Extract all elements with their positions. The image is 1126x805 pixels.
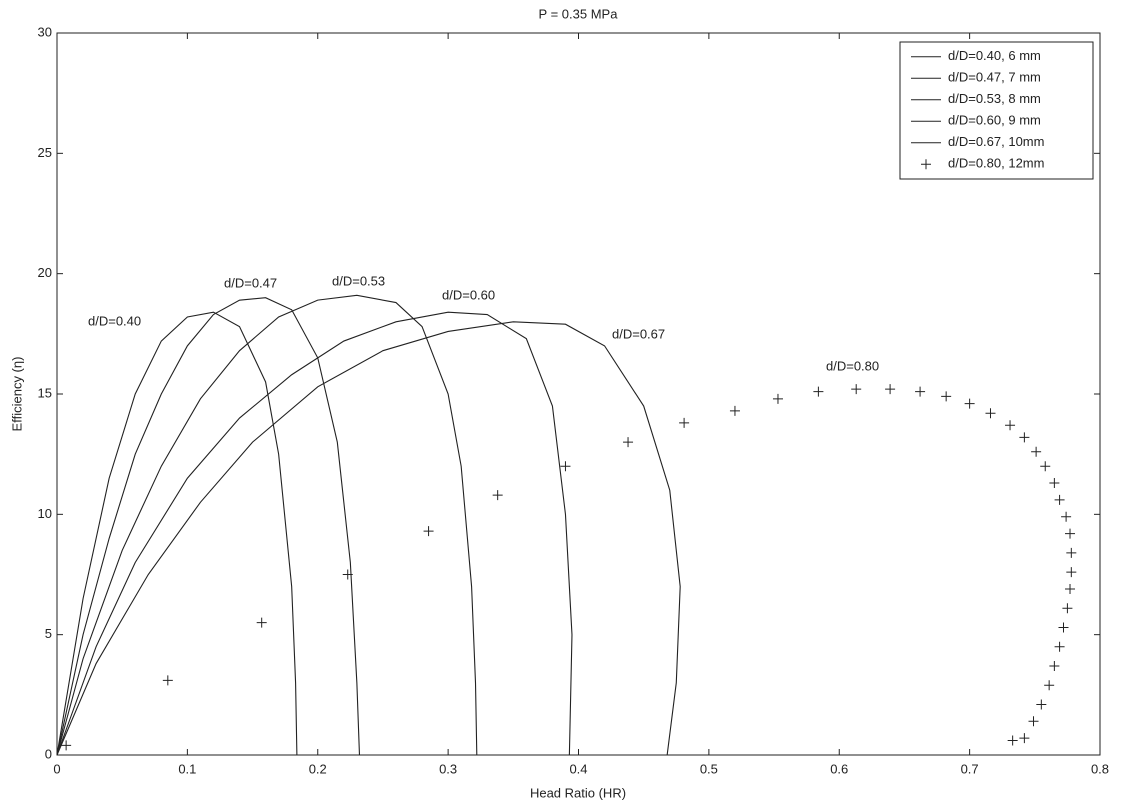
data-line — [56, 311, 298, 756]
data-point — [1058, 622, 1069, 633]
data-point — [492, 490, 503, 501]
data-point — [1049, 478, 1060, 489]
data-point — [1040, 461, 1051, 472]
data-point — [61, 740, 72, 751]
x-tick-label: 0.2 — [309, 761, 327, 776]
y-tick-label: 25 — [38, 145, 52, 160]
data-point — [1044, 680, 1055, 691]
curve-annotation: d/D=0.67 — [612, 326, 665, 341]
data-point — [1054, 641, 1065, 652]
data-point — [1054, 494, 1065, 505]
x-tick-label: 0.5 — [700, 761, 718, 776]
data-point — [985, 408, 996, 419]
x-tick-label: 0.3 — [439, 761, 457, 776]
x-axis-label: Head Ratio (HR) — [530, 785, 626, 800]
data-point — [851, 384, 862, 395]
legend-label: d/D=0.40, 6 mm — [948, 48, 1041, 63]
data-line — [56, 321, 681, 756]
data-point — [964, 398, 975, 409]
data-point — [1019, 432, 1030, 443]
data-point — [1062, 603, 1073, 614]
y-tick-label: 15 — [38, 385, 52, 400]
data-point — [772, 393, 783, 404]
y-tick-label: 5 — [45, 626, 52, 641]
data-point — [1065, 583, 1076, 594]
data-point — [1005, 420, 1016, 431]
x-tick-label: 0.4 — [569, 761, 587, 776]
legend-box — [899, 41, 1094, 180]
y-tick-label: 30 — [38, 24, 52, 39]
data-point — [679, 417, 690, 428]
x-tick-label: 0.6 — [830, 761, 848, 776]
data-point — [729, 405, 740, 416]
data-point — [1065, 528, 1076, 539]
x-tick-label: 0.8 — [1091, 761, 1109, 776]
x-tick-label: 0.1 — [178, 761, 196, 776]
y-tick-label: 10 — [38, 506, 52, 521]
data-point — [1028, 716, 1039, 727]
legend-label: d/D=0.80, 12mm — [948, 156, 1044, 171]
y-tick-label: 0 — [45, 746, 52, 761]
legend-label: d/D=0.47, 7 mm — [948, 70, 1041, 85]
data-point — [1061, 511, 1072, 522]
data-point — [1049, 660, 1060, 671]
curve-annotation: d/D=0.53 — [332, 273, 385, 288]
data-point — [623, 437, 634, 448]
data-point — [915, 386, 926, 397]
data-line — [56, 294, 478, 756]
legend: d/D=0.40, 6 mm d/D=0.47, 7 mm d/D=0.53, 8 … — [899, 41, 1094, 180]
legend-label: d/D=0.53, 8 mm — [948, 91, 1041, 106]
y-tick-label: 20 — [38, 265, 52, 280]
data-point — [560, 461, 571, 472]
y-axis-label: Efficiency (η) — [9, 357, 24, 432]
data-point — [256, 617, 267, 628]
x-tick-label: 0.7 — [961, 761, 979, 776]
data-point — [162, 675, 173, 686]
curve-annotation: d/D=0.80 — [826, 358, 879, 373]
curve-annotation: d/D=0.60 — [442, 287, 495, 302]
chart-title: P = 0.35 MPa — [539, 6, 619, 21]
data-line — [56, 297, 361, 756]
data-point — [1036, 699, 1047, 710]
x-tick-label: 0 — [53, 761, 60, 776]
legend-label: d/D=0.67, 10mm — [948, 134, 1044, 149]
curve-annotation: d/D=0.40 — [88, 313, 141, 328]
legend-marker — [921, 159, 931, 170]
data-line — [56, 311, 573, 756]
legend-label: d/D=0.60, 9 mm — [948, 113, 1041, 128]
data-point — [885, 384, 896, 395]
data-point — [1066, 567, 1077, 578]
data-point — [423, 526, 434, 537]
data-point — [1066, 547, 1077, 558]
data-point — [1007, 735, 1018, 746]
data-point — [813, 386, 824, 397]
data-point — [1019, 733, 1030, 744]
data-point — [941, 391, 952, 402]
curve-annotation: d/D=0.47 — [224, 275, 277, 290]
data-point — [1031, 446, 1042, 457]
data-point — [342, 569, 353, 580]
